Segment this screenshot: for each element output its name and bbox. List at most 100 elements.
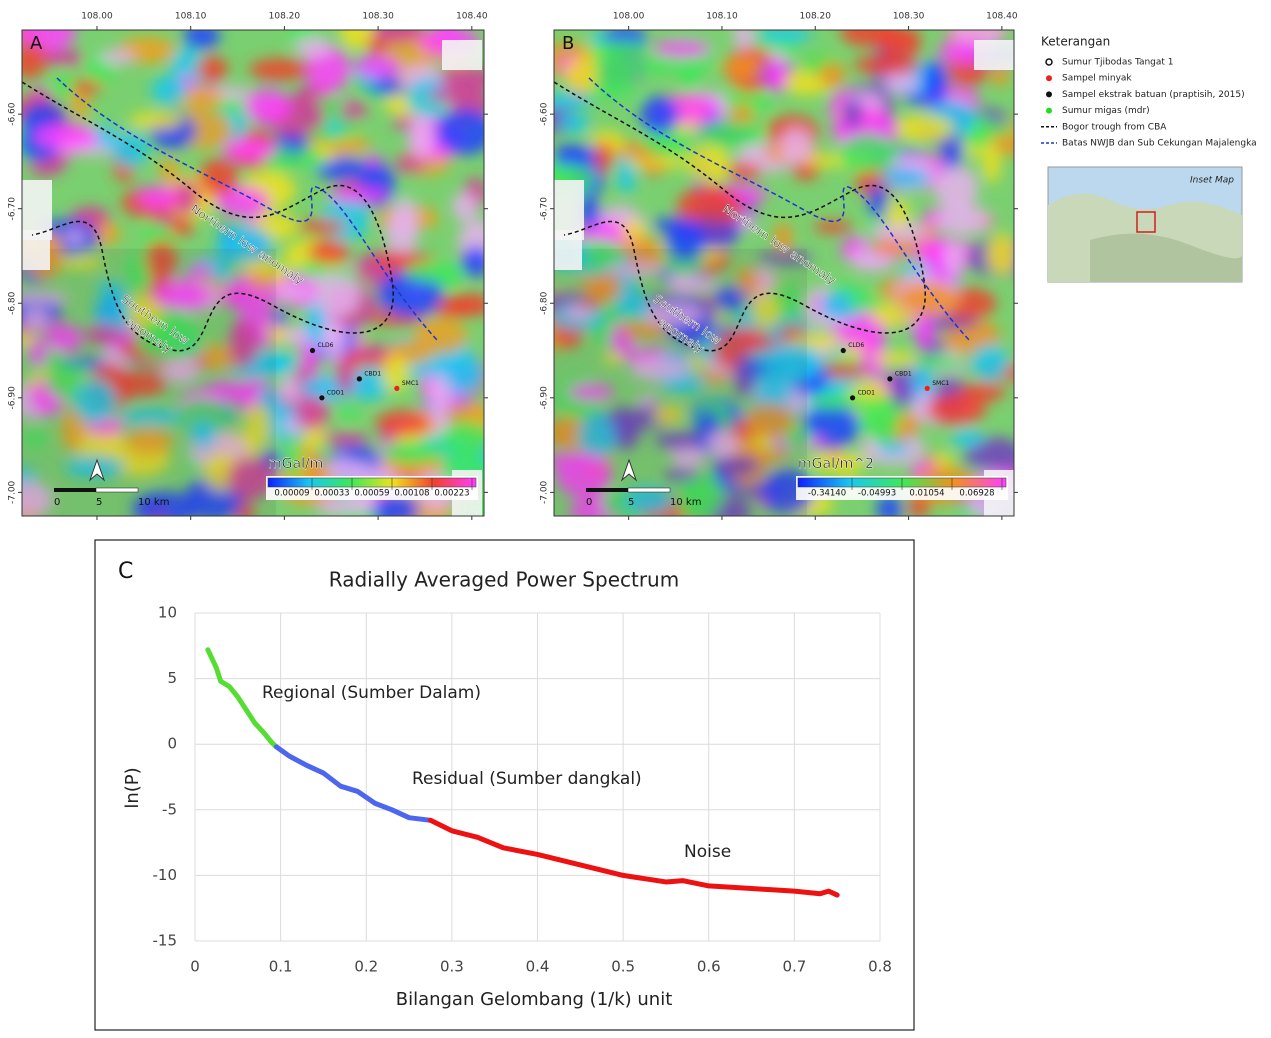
series-label: Residual (Sumber dangkal) xyxy=(412,769,642,789)
anomaly-blob xyxy=(169,217,194,236)
chart-title: Radially Averaged Power Spectrum xyxy=(329,568,679,592)
series-label: Noise xyxy=(684,842,731,862)
anomaly-blob xyxy=(734,19,753,50)
y-tick-label: -7.00 xyxy=(540,480,550,504)
x-tick-label: 0.6 xyxy=(697,958,721,976)
anomaly-blob xyxy=(971,344,1009,382)
anomaly-blob xyxy=(112,132,148,168)
panel-letter: B xyxy=(562,33,574,54)
map xyxy=(0,9,499,532)
anomaly-blob xyxy=(595,141,613,174)
anomaly-blob xyxy=(840,17,900,47)
x-tick-label: 108.10 xyxy=(175,12,207,22)
colorbar-label: 0.00059 xyxy=(354,489,389,499)
well-label: CDO1 xyxy=(858,389,876,396)
scale-bar xyxy=(54,488,96,492)
series-label: Regional (Sumber Dalam) xyxy=(262,683,481,703)
anomaly-blob xyxy=(137,186,180,208)
anomaly-blob xyxy=(184,22,221,49)
x-tick-label: 108.00 xyxy=(613,12,645,22)
anomaly-blob xyxy=(295,396,329,430)
panel-letter: A xyxy=(30,33,43,54)
x-tick-label: 108.10 xyxy=(706,12,738,22)
anomaly-blob xyxy=(641,96,679,134)
colorbar-label: 0.00223 xyxy=(434,489,469,499)
anomaly-blob xyxy=(620,220,647,240)
anomaly-blob xyxy=(42,50,85,66)
well-label: SMC1 xyxy=(402,380,419,387)
colorbar-label: 0.06928 xyxy=(959,489,994,499)
anomaly-blob xyxy=(700,122,765,148)
legend-label: Sumur migas (mdr) xyxy=(1062,106,1150,116)
panel-letter: C xyxy=(118,559,133,584)
colorbar-unit: mGal/m^2 xyxy=(798,456,874,472)
x-tick-label: 0.4 xyxy=(526,958,550,976)
anomaly-blob xyxy=(924,59,947,107)
anomaly-blob xyxy=(436,109,495,155)
well xyxy=(319,395,324,400)
x-tick-label: 0.8 xyxy=(868,958,892,976)
anomaly-blob xyxy=(452,192,478,222)
x-tick-label: 0.3 xyxy=(440,958,464,976)
anomaly-blob xyxy=(322,195,370,242)
anomaly-blob xyxy=(868,240,920,256)
anomaly-blob xyxy=(813,221,853,233)
well xyxy=(394,386,399,391)
legend-marker xyxy=(1046,91,1052,97)
anomaly-blob xyxy=(934,165,978,211)
x-tick-label: 108.30 xyxy=(893,12,925,22)
legend-label: Batas NWJB dan Sub Cekungan Majalengka xyxy=(1062,139,1257,149)
well xyxy=(841,348,846,353)
x-tick-label: 108.30 xyxy=(362,12,394,22)
anomaly-blob xyxy=(554,144,582,167)
anomaly-blob xyxy=(151,76,188,106)
anomaly-blob xyxy=(249,58,309,81)
y-tick-label: 10 xyxy=(158,604,177,622)
y-tick-label: 0 xyxy=(167,735,177,753)
anomaly-blob xyxy=(722,54,763,81)
no-data xyxy=(554,230,582,270)
anomaly-blob xyxy=(842,98,863,127)
anomaly-blob xyxy=(819,62,846,88)
no-data xyxy=(442,40,482,70)
anomaly-blob xyxy=(461,246,491,277)
anomaly-blob xyxy=(129,112,183,129)
colorbar-unit: mGal/m xyxy=(268,456,323,472)
y-tick-label: -6.60 xyxy=(8,102,18,126)
y-axis-label: ln(P) xyxy=(122,767,143,808)
well xyxy=(310,348,315,353)
y-tick-label: -10 xyxy=(153,866,178,884)
anomaly-blob xyxy=(986,233,1017,276)
scale-label: 0 xyxy=(54,497,60,508)
anomaly-blob xyxy=(756,26,813,42)
scale-bar xyxy=(628,488,670,492)
anomaly-blob xyxy=(408,113,433,159)
hillshade xyxy=(554,249,807,516)
anomaly-blob xyxy=(319,432,370,445)
colorbar-label: -0.34140 xyxy=(808,489,846,499)
well xyxy=(850,395,855,400)
anomaly-blob xyxy=(294,37,332,57)
scale-label: 5 xyxy=(96,497,102,508)
colorbar xyxy=(268,478,476,487)
well-label: CBD1 xyxy=(364,370,381,377)
x-tick-label: 108.40 xyxy=(986,12,1018,22)
anomaly-blob xyxy=(873,352,917,365)
x-tick-label: 0.2 xyxy=(354,958,378,976)
anomaly-blob xyxy=(887,199,909,228)
anomaly-blob xyxy=(653,40,712,58)
anomaly-blob xyxy=(945,240,963,276)
anomaly-blob xyxy=(881,168,931,188)
colorbar-label: -0.04993 xyxy=(858,489,896,499)
x-tick-label: 0 xyxy=(190,958,200,976)
anomaly-blob xyxy=(391,197,417,234)
anomaly-blob xyxy=(628,157,690,169)
anomaly-blob xyxy=(341,406,358,422)
well xyxy=(887,376,892,381)
anomaly-blob xyxy=(326,121,342,134)
anomaly-blob xyxy=(222,139,275,161)
anomaly-blob xyxy=(196,56,228,81)
colorbar-label: 0.00009 xyxy=(274,489,309,499)
anomaly-blob xyxy=(838,134,898,173)
anomaly-blob xyxy=(869,184,887,218)
